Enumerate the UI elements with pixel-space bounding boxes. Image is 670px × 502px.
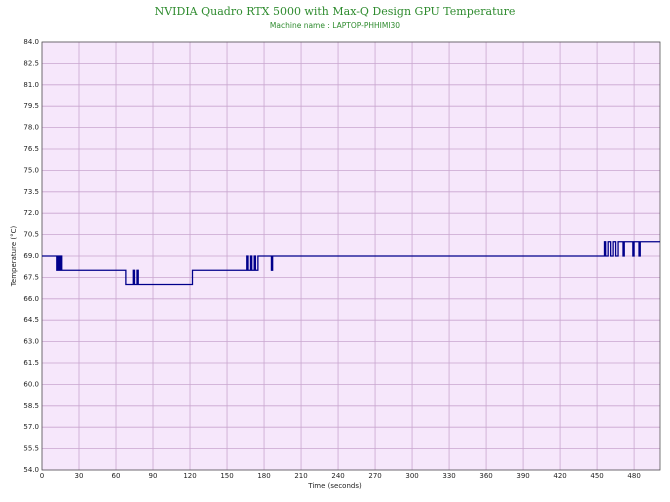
x-tick-label: 150 xyxy=(220,472,233,480)
x-tick-label: 0 xyxy=(40,472,44,480)
y-tick-label: 61.5 xyxy=(23,359,39,367)
x-tick-label: 90 xyxy=(149,472,158,480)
y-tick-label: 64.5 xyxy=(23,316,39,324)
x-tick-label: 180 xyxy=(257,472,270,480)
x-tick-label: 450 xyxy=(590,472,603,480)
y-tick-label: 58.5 xyxy=(23,402,39,410)
y-tick-label: 73.5 xyxy=(23,188,39,196)
y-tick-label: 72.0 xyxy=(23,209,39,217)
y-tick-label: 55.5 xyxy=(23,445,39,453)
x-tick-label: 120 xyxy=(183,472,196,480)
x-axis-label: Time (seconds) xyxy=(307,482,362,490)
y-tick-label: 75.0 xyxy=(23,166,39,174)
y-tick-label: 82.5 xyxy=(23,59,39,67)
data-line xyxy=(42,241,660,286)
y-axis-label: Temperature (°C) xyxy=(10,226,18,288)
y-tick-label: 69.0 xyxy=(23,252,39,260)
chart-title: NVIDIA Quadro RTX 5000 with Max-Q Design… xyxy=(155,5,516,18)
y-tick-label: 70.5 xyxy=(23,231,39,239)
x-tick-label: 30 xyxy=(75,472,84,480)
x-tick-label: 420 xyxy=(553,472,566,480)
y-tick-label: 54.0 xyxy=(23,466,39,474)
y-tick-label: 66.0 xyxy=(23,295,39,303)
x-tick-label: 270 xyxy=(368,472,381,480)
y-tick-label: 63.0 xyxy=(23,338,39,346)
y-tick-label: 79.5 xyxy=(23,102,39,110)
x-tick-label: 60 xyxy=(112,472,121,480)
y-tick-label: 78.0 xyxy=(23,124,39,132)
x-tick-label: 480 xyxy=(627,472,640,480)
y-tick-label: 84.0 xyxy=(23,38,39,46)
x-tick-label: 210 xyxy=(294,472,307,480)
y-tick-label: 76.5 xyxy=(23,145,39,153)
x-tick-label: 300 xyxy=(405,472,418,480)
y-tick-label: 57.0 xyxy=(23,423,39,431)
y-tick-label: 81.0 xyxy=(23,81,39,89)
y-tick-label: 67.5 xyxy=(23,273,39,281)
x-tick-label: 330 xyxy=(442,472,455,480)
x-tick-label: 240 xyxy=(331,472,344,480)
y-tick-label: 60.0 xyxy=(23,380,39,388)
x-tick-label: 360 xyxy=(479,472,492,480)
x-tick-label: 390 xyxy=(516,472,529,480)
chart-subtitle: Machine name : LAPTOP-PHHIMI30 xyxy=(270,21,400,30)
